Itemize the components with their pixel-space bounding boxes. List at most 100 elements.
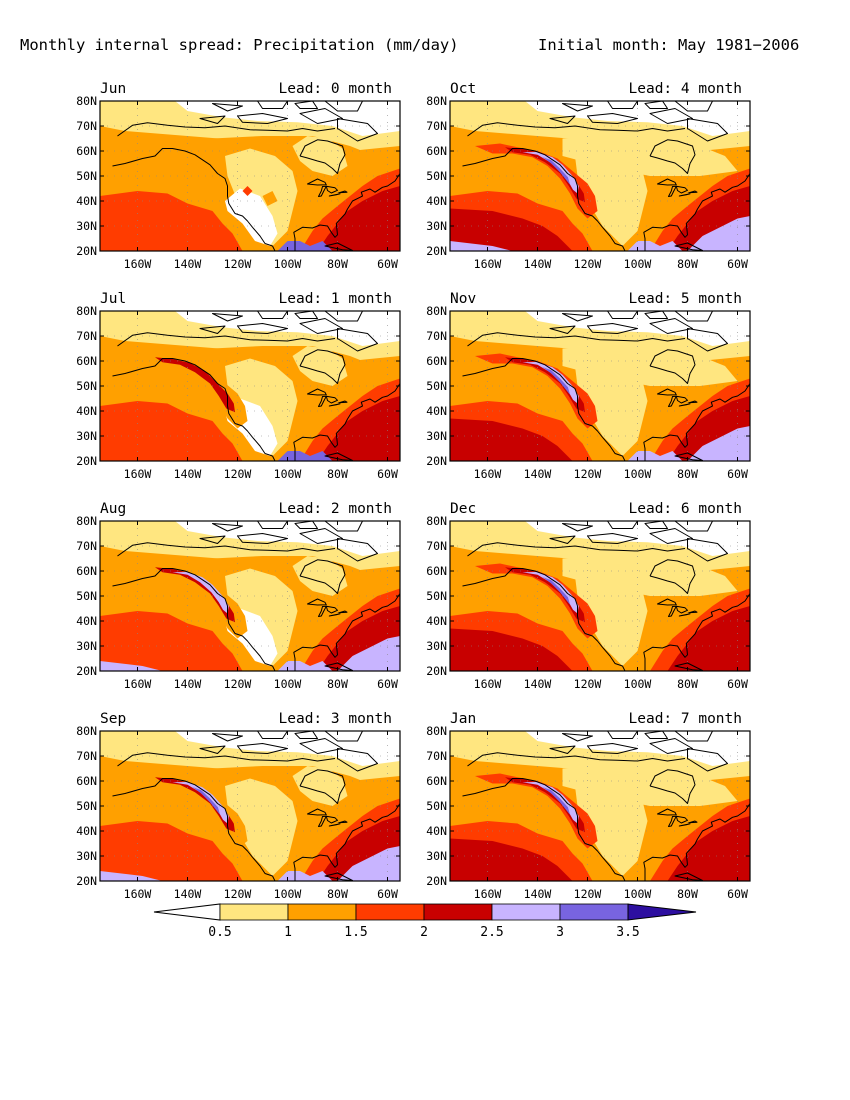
lat-tick-label: 80N <box>76 724 97 738</box>
lat-tick-label: 20N <box>76 664 97 678</box>
lon-tick-label: 60W <box>727 887 748 901</box>
arctic-island-outline <box>324 731 363 742</box>
colorbar-segment <box>287 903 357 921</box>
lon-tick-label: 100W <box>274 887 302 901</box>
plains-light-region <box>225 358 298 456</box>
arctic-coastline <box>117 542 336 557</box>
lon-tick-label: 160W <box>474 467 502 481</box>
lat-tick-label: 40N <box>426 824 447 838</box>
great-lake-outline <box>657 388 677 396</box>
arctic-island-outline <box>294 101 318 109</box>
caribbean-island-outline <box>719 675 723 676</box>
caribbean-island-outline <box>701 882 716 886</box>
arctic-island-outline <box>299 108 343 124</box>
coast-core-region <box>155 357 235 413</box>
lon-tick-label: 120W <box>574 467 602 481</box>
great-lake-outline <box>325 395 338 404</box>
great-lake-outline <box>657 178 677 186</box>
lon-tick-label: 100W <box>624 467 652 481</box>
panel-contours <box>100 731 400 886</box>
arctic-island-outline <box>674 101 713 112</box>
lon-tick-label: 60W <box>727 257 748 271</box>
map-panel-jan: Jan Lead: 7 month 80N 70N 60N 50N 40N 30N 20N 160… <box>426 711 751 901</box>
lon-tick-label: 60W <box>377 887 398 901</box>
lat-tick-label: 50N <box>426 169 447 183</box>
lon-tick-label: 140W <box>524 677 552 691</box>
gulf-atlantic-coastline <box>643 383 750 461</box>
colorbar: 0.5 1 1.5 2 2.5 3 3.5 <box>153 903 697 940</box>
lon-tick-label: 100W <box>624 257 652 271</box>
lat-tick-label: 70N <box>426 119 447 133</box>
great-lake-outline <box>328 823 341 827</box>
great-lake-outline <box>675 605 688 614</box>
gulf-atlantic-coastline <box>293 803 400 881</box>
arctic-coastline <box>467 752 686 767</box>
lon-tick-label: 140W <box>174 467 202 481</box>
lat-tick-label: 60N <box>426 564 447 578</box>
panel-month-label: Dec <box>450 501 476 517</box>
lat-tick-label: 30N <box>76 219 97 233</box>
great-lake-outline <box>678 823 691 827</box>
arctic-island-outline <box>649 318 693 334</box>
plains-light-region <box>225 778 298 876</box>
lon-tick-label: 160W <box>124 257 152 271</box>
arctic-island-outline <box>587 533 638 544</box>
panel-contours <box>100 101 400 256</box>
gulf-blue-region <box>277 871 333 881</box>
initial-month-label: Initial month: May 1981−2006 <box>538 36 800 54</box>
arctic-island-outline <box>294 731 318 739</box>
lat-tick-label: 30N <box>76 429 97 443</box>
lat-tick-label: 80N <box>426 514 447 528</box>
panel-contours <box>450 101 750 251</box>
caribbean-island-outline <box>369 255 373 256</box>
lat-tick-label: 60N <box>76 774 97 788</box>
gulf-atlantic-coastline <box>643 593 750 671</box>
colorbar-segment <box>491 903 561 921</box>
plains-light-region <box>225 568 298 666</box>
lon-tick-label: 60W <box>377 467 398 481</box>
great-lake-outline <box>328 613 341 617</box>
lat-tick-label: 80N <box>426 724 447 738</box>
lon-tick-label: 80W <box>327 257 348 271</box>
lat-tick-label: 50N <box>76 589 97 603</box>
lon-tick-label: 80W <box>677 467 698 481</box>
great-lake-outline <box>675 815 688 824</box>
arctic-island-outline <box>299 318 343 334</box>
colorbar-label: 3 <box>556 925 564 940</box>
lat-tick-label: 80N <box>76 514 97 528</box>
east-dark-region <box>667 816 750 881</box>
lat-tick-label: 60N <box>426 144 447 158</box>
arctic-island-outline <box>649 108 693 124</box>
panel-contours <box>450 521 750 676</box>
panel-lead-label: Lead: 2 month <box>279 501 393 517</box>
interior-spot <box>262 191 278 206</box>
gulf-blue-region <box>277 451 333 461</box>
arctic-island-outline <box>324 521 363 532</box>
lon-tick-label: 140W <box>174 257 202 271</box>
map-panel-dec: Dec Lead: 6 month 80N 70N 60N 50N 40N 30N 20N 160… <box>426 501 751 691</box>
pacific-blue-region <box>100 871 163 881</box>
arctic-island-outline <box>237 533 288 544</box>
lat-tick-label: 70N <box>76 329 97 343</box>
colorbar-label: 0.5 <box>208 925 231 940</box>
east-dark-region <box>667 606 750 671</box>
lat-tick-label: 50N <box>426 799 447 813</box>
gulf-atlantic-coastline <box>293 173 400 251</box>
lon-tick-label: 100W <box>274 677 302 691</box>
lat-tick-label: 30N <box>76 849 97 863</box>
hudson-bay-coastline <box>299 769 346 804</box>
lon-tick-label: 60W <box>727 677 748 691</box>
caribbean-island-outline <box>369 885 373 886</box>
map-panel-jul: Jul Lead: 1 month 80N 70N 60N 50N 40N 30N 20N 160… <box>76 291 401 481</box>
great-lake-outline <box>325 605 338 614</box>
caribbean-island-outline <box>719 465 723 466</box>
hudson-bay-coastline <box>649 349 696 384</box>
arctic-island-outline <box>607 731 638 739</box>
lat-tick-label: 60N <box>76 354 97 368</box>
arctic-island-outline <box>199 535 226 544</box>
arctic-coastline <box>467 542 686 557</box>
panel-plot-area: 80N 70N 60N 50N 40N 30N 20N 160W 140W 120W 100W 80W… <box>426 94 751 271</box>
pacific-dark-region <box>100 418 223 461</box>
lat-tick-label: 70N <box>426 329 447 343</box>
lon-tick-label: 80W <box>677 257 698 271</box>
